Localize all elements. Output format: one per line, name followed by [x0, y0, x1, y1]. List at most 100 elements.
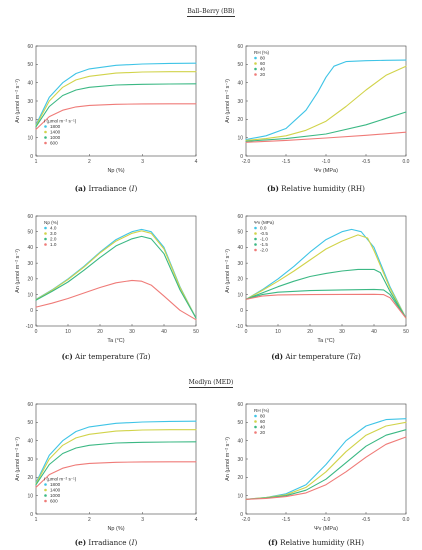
- caption-e-label: (e): [74, 538, 87, 547]
- section-title-ball-berry: Ball–Berry (BB): [0, 8, 422, 17]
- caption-f: (f) Relative humidity (RH): [216, 538, 416, 547]
- chart-panel-e: 0 10 20 30 40 50 60 1 2 3 4 Np (%) An (µmol m⁻² s⁻¹)…: [6, 398, 206, 538]
- series-line--2.0: [245, 293, 407, 319]
- series-line--1.0: [245, 268, 407, 319]
- x-tick-label: -0.5: [362, 159, 371, 165]
- caption-b-label: (b): [267, 184, 279, 193]
- caption-a-var: I: [131, 184, 135, 193]
- x-tick-label: 0: [35, 329, 38, 335]
- y-tick-label: 0: [30, 154, 33, 160]
- x-tick-label: -1.0: [322, 517, 331, 523]
- legend-entry: -0.5: [260, 231, 268, 236]
- x-tick-label: 50: [193, 329, 199, 335]
- legend-marker: [254, 232, 257, 235]
- legend-entry: 600: [50, 141, 58, 146]
- y-tick-label: 20: [237, 475, 243, 481]
- x-tick-label: -1.5: [282, 159, 291, 165]
- caption-d: (d) Air temperature (Ta): [216, 352, 416, 361]
- section-title-ball-berry-text: Ball–Berry (BB): [187, 8, 235, 17]
- chart-panel-a: 0 10 20 30 40 50 60 1 2 3 4 Np (%) An (µmol m⁻² s⁻¹)…: [6, 40, 206, 180]
- x-tick-label: 4: [195, 517, 198, 523]
- y-tick-label: 10: [237, 292, 243, 298]
- series-line--1.5: [245, 288, 407, 319]
- chart-a-svg: 0 10 20 30 40 50 60 1 2 3 4 Np (%) An (µmol m⁻² s⁻¹)…: [15, 44, 198, 174]
- legend-marker: [254, 425, 257, 429]
- caption-c-text: Air temperature (: [75, 352, 140, 361]
- y-tick-label: 10: [27, 292, 33, 298]
- y-axis-label: An (µmol m⁻² s⁻¹): [225, 249, 231, 293]
- y-tick-label: 30: [237, 261, 243, 267]
- y-tick-label: 30: [237, 457, 243, 463]
- caption-d-label: (d): [271, 352, 284, 361]
- legend-entry: 1800: [50, 482, 61, 487]
- series-line-60: [245, 421, 407, 500]
- legend-marker: [44, 237, 47, 241]
- legend-title: Ψv (MPa): [254, 220, 274, 225]
- legend-entry: 1.0: [50, 242, 57, 247]
- series-line-1000: [35, 441, 197, 486]
- x-tick-label: -0.5: [362, 517, 371, 523]
- legend-marker: [44, 243, 47, 246]
- y-tick-label: 30: [27, 99, 33, 105]
- legend-entry: 4.0: [50, 226, 57, 231]
- x-tick-label: 20: [307, 329, 313, 335]
- legend-marker: [44, 226, 47, 230]
- legend-entry: 2.0: [50, 237, 57, 242]
- legend-entry: 1800: [50, 124, 61, 129]
- y-tick-label: 20: [237, 277, 243, 283]
- legend-entry: 60: [260, 419, 266, 424]
- caption-a-label: (a): [74, 184, 87, 193]
- caption-d-end: ): [357, 352, 361, 361]
- series-line-80: [245, 59, 407, 141]
- legend-title: RH (%): [254, 50, 270, 55]
- x-axis-label: Ψv (MPa): [314, 526, 338, 532]
- x-tick-label: 1: [35, 159, 38, 165]
- legend-entry: -2.0: [260, 248, 268, 253]
- caption-d-text: Air temperature (: [285, 352, 350, 361]
- x-axis-label: Ψv (MPa): [314, 168, 338, 174]
- legend-title: RH (%): [254, 408, 270, 413]
- y-tick-label: -10: [236, 324, 243, 330]
- legend-title: Np (%): [44, 220, 59, 225]
- legend-entry: 1400: [50, 130, 61, 135]
- legend-entry: 20: [260, 72, 266, 77]
- y-axis-label: An (µmol m⁻² s⁻¹): [15, 437, 21, 481]
- chart-panel-f: 0 10 20 30 40 50 60 -2.0 -1.5 -1.0 -0.5 0.0 Ψv (MPa)…: [216, 398, 416, 538]
- y-tick-label: 10: [27, 493, 33, 499]
- y-tick-label: 50: [27, 62, 33, 68]
- x-tick-label: 3: [141, 517, 144, 523]
- legend-marker: [254, 73, 257, 76]
- y-axis-label: An (µmol m⁻² s⁻¹): [15, 79, 21, 123]
- legend-title: I (µmol m⁻² s⁻¹): [44, 119, 77, 124]
- series-line-1000: [35, 83, 197, 128]
- legend-entry: 80: [260, 56, 266, 61]
- legend-entry: 60: [260, 61, 266, 66]
- legend-entry: 600: [50, 499, 58, 504]
- x-tick-label: 4: [195, 159, 198, 165]
- legend-entry: 0.0: [260, 226, 267, 231]
- series-line-2.0: [35, 235, 197, 319]
- chart-panel-c: -10 0 10 20 30 40 50 60 0 10 20 30 40 50 Ta (°C) An (µm…: [6, 210, 206, 350]
- series-line--0.5: [245, 234, 407, 319]
- x-tick-label: -1.0: [322, 159, 331, 165]
- x-tick-label: 10: [275, 329, 281, 335]
- legend-entry: 40: [260, 425, 266, 430]
- legend-marker: [254, 226, 257, 230]
- series-line-600: [35, 103, 197, 130]
- x-tick-label: 40: [161, 329, 167, 335]
- chart-e-svg: 0 10 20 30 40 50 60 1 2 3 4 Np (%) An (µmol m⁻² s⁻¹)…: [15, 402, 198, 532]
- chart-f-svg: 0 10 20 30 40 50 60 -2.0 -1.5 -1.0 -0.5 0.0 Ψv (MPa)…: [225, 402, 410, 532]
- caption-f-label: (f): [267, 538, 278, 547]
- caption-e-text: Irradiance (: [88, 538, 132, 547]
- x-tick-label: -2.0: [242, 159, 251, 165]
- legend-title: I (µmol m⁻² s⁻¹): [44, 477, 77, 482]
- y-tick-label: 40: [27, 438, 33, 444]
- series-line-60: [245, 65, 407, 141]
- x-tick-label: 20: [97, 329, 103, 335]
- y-tick-label: 20: [27, 475, 33, 481]
- x-tick-label: -1.5: [282, 517, 291, 523]
- x-axis-label: Ta (°C): [107, 338, 124, 344]
- caption-f-text: Relative humidity (RH): [280, 538, 365, 547]
